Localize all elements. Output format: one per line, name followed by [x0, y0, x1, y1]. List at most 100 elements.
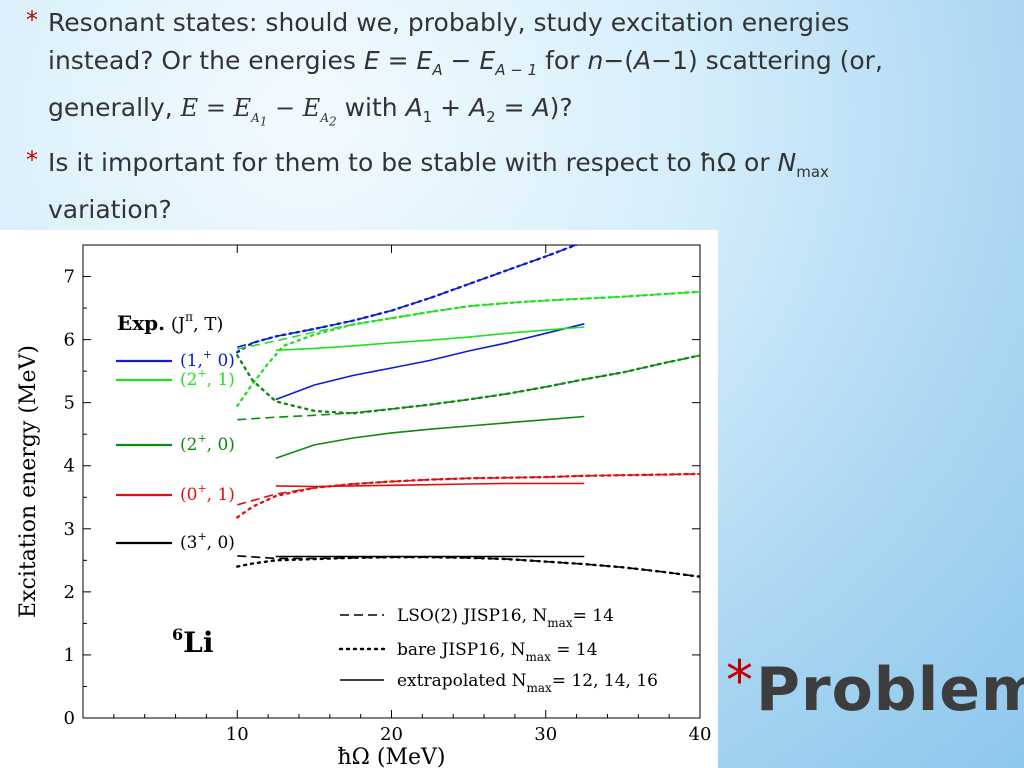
operator: +: [432, 93, 470, 122]
bullet-text: instead? Or the energies: [48, 46, 364, 75]
subscript: max: [796, 163, 829, 182]
series-line-dashed: [237, 245, 579, 348]
bullet-line: instead? Or the energies E = EA − EA − 1…: [48, 42, 1006, 89]
legend-entry: LSO(2) JISP16, Nmax= 14: [397, 606, 614, 630]
bullet-star-icon: *: [26, 146, 38, 175]
slide-title-text: Problem: [756, 655, 1024, 725]
y-tick-label: 6: [64, 330, 75, 351]
bullet-text: generally,: [48, 93, 181, 122]
mass-symbol: A: [634, 46, 652, 75]
nucleus-symbol: Li: [183, 626, 213, 659]
y-tick-label: 2: [64, 582, 75, 603]
subscript: A1: [251, 111, 268, 129]
li6-excitation-chart: 10 20 30 40 0 1 2 3 4 5 6 7 ħΩ (MeV) Excitation energ…: [0, 230, 718, 768]
energy-symbol: E: [302, 94, 321, 122]
exp-level-label: (2+, 0): [180, 432, 235, 455]
subscript: A2: [320, 111, 337, 129]
title-star-icon: *: [726, 649, 753, 712]
mass-symbol: A: [532, 93, 550, 122]
bullet-line: Resonant states: should we, probably, st…: [48, 4, 1006, 42]
series-line-solid: [275, 415, 585, 459]
exp-level-sup: +: [197, 482, 206, 495]
exp-level-label: (2+, 1): [180, 367, 235, 390]
series-line-solid: [275, 482, 585, 488]
legend-entry: extrapolated Nmax= 12, 14, 16: [397, 671, 658, 695]
x-tick-label: 10: [226, 724, 249, 745]
exp-level-text: , 0): [207, 533, 235, 553]
exp-level-label: (3+, 0): [180, 530, 235, 553]
exp-legend-header: Exp. (Jπ, T): [117, 310, 223, 335]
series-line-dashed: [237, 290, 700, 350]
exp-level-text: (2: [180, 370, 197, 390]
legend-text: LSO(2) JISP16, N: [397, 606, 547, 626]
bullet-text: with: [336, 93, 406, 122]
legend-text: = 14: [551, 640, 598, 660]
y-tick-label: 5: [64, 393, 75, 414]
mass-symbol: A: [469, 93, 487, 122]
bullet-text: Resonant states: should we, probably, st…: [48, 8, 850, 37]
bullet-text: −(: [603, 46, 635, 75]
subscript: 1: [259, 114, 268, 129]
chart-svg: 10 20 30 40 0 1 2 3 4 5 6 7 ħΩ (MeV) Excitation energ…: [16, 244, 712, 768]
exp-header-sup: π: [185, 310, 193, 324]
energy-symbol: E: [363, 46, 380, 75]
y-tick-label: 0: [64, 708, 75, 729]
legend-sub: max: [526, 650, 552, 664]
bullet-line: generally, E = EA1 − EA2 with A1 + A2 = …: [48, 89, 1006, 140]
operator: −: [267, 94, 303, 122]
legend-sub: max: [547, 616, 573, 630]
bullet-text: Is it important for them to be stable wi…: [48, 148, 700, 178]
exp-header-text: (J: [165, 314, 185, 335]
bullet-text: for: [537, 46, 588, 75]
subscript: 2: [486, 108, 496, 126]
bullet-star-icon: *: [26, 6, 38, 34]
series-line-dotted: [236, 290, 700, 408]
x-tick-label: 30: [534, 724, 557, 745]
exp-header-bold: Exp.: [117, 311, 165, 335]
exp-level-text: 0): [212, 351, 235, 371]
slide-title: * Problem: [726, 649, 1024, 725]
series-line-solid: [275, 326, 585, 352]
exp-level-label: (0+, 1): [180, 482, 235, 505]
exp-level-text: (1,: [180, 351, 203, 371]
operator: =: [495, 93, 533, 122]
exp-level-text: , 0): [207, 435, 235, 455]
exp-header-text: , T): [193, 314, 223, 335]
operator: =: [198, 94, 234, 122]
y-tick-label: 4: [64, 456, 75, 477]
bullet-text: )?: [549, 93, 573, 122]
y-tick-label: 1: [64, 645, 75, 666]
series-line-dotted: [236, 472, 700, 519]
energy-symbol: E: [233, 94, 252, 122]
y-tick-label: 3: [64, 519, 75, 540]
bullet-line: Is it important for them to be stable wi…: [48, 144, 1006, 191]
subscript: A − 1: [495, 61, 538, 79]
operator: −: [442, 46, 480, 75]
legend-text: bare JISP16, N: [397, 640, 526, 660]
legend-text: = 12, 14, 16: [552, 671, 658, 691]
nucleus-mass: 6: [172, 625, 183, 644]
subscript: 2: [328, 114, 337, 129]
series-line-dotted: [236, 245, 580, 354]
y-tick-label: 7: [64, 267, 75, 288]
x-axis-label: ħΩ (MeV): [337, 745, 445, 768]
legend-text: = 14: [573, 606, 614, 626]
nmax-symbol: N: [777, 148, 797, 178]
series-line-dotted: [236, 354, 700, 415]
exp-level-label: (1,+ 0): [180, 348, 235, 371]
exp-level-text: (0: [180, 485, 197, 505]
operator: =: [379, 46, 417, 75]
series-line-solid: [275, 323, 585, 401]
exp-level-sup: +: [203, 348, 212, 361]
exp-level-sup: +: [197, 530, 206, 543]
legend-entry: bare JISP16, Nmax = 14: [397, 640, 598, 664]
exp-level-sup: +: [197, 432, 206, 445]
bullet-text: −1) scattering (or,: [651, 46, 883, 75]
x-tick-label: 40: [689, 724, 712, 745]
series-line-dotted: [236, 556, 700, 578]
neutron-symbol: n: [587, 46, 604, 75]
x-tick-label: 20: [380, 724, 403, 745]
energy-symbol: E: [479, 46, 496, 75]
bullet-text: variation?: [48, 195, 172, 225]
hbar-omega-symbol: ħΩ: [699, 148, 737, 178]
